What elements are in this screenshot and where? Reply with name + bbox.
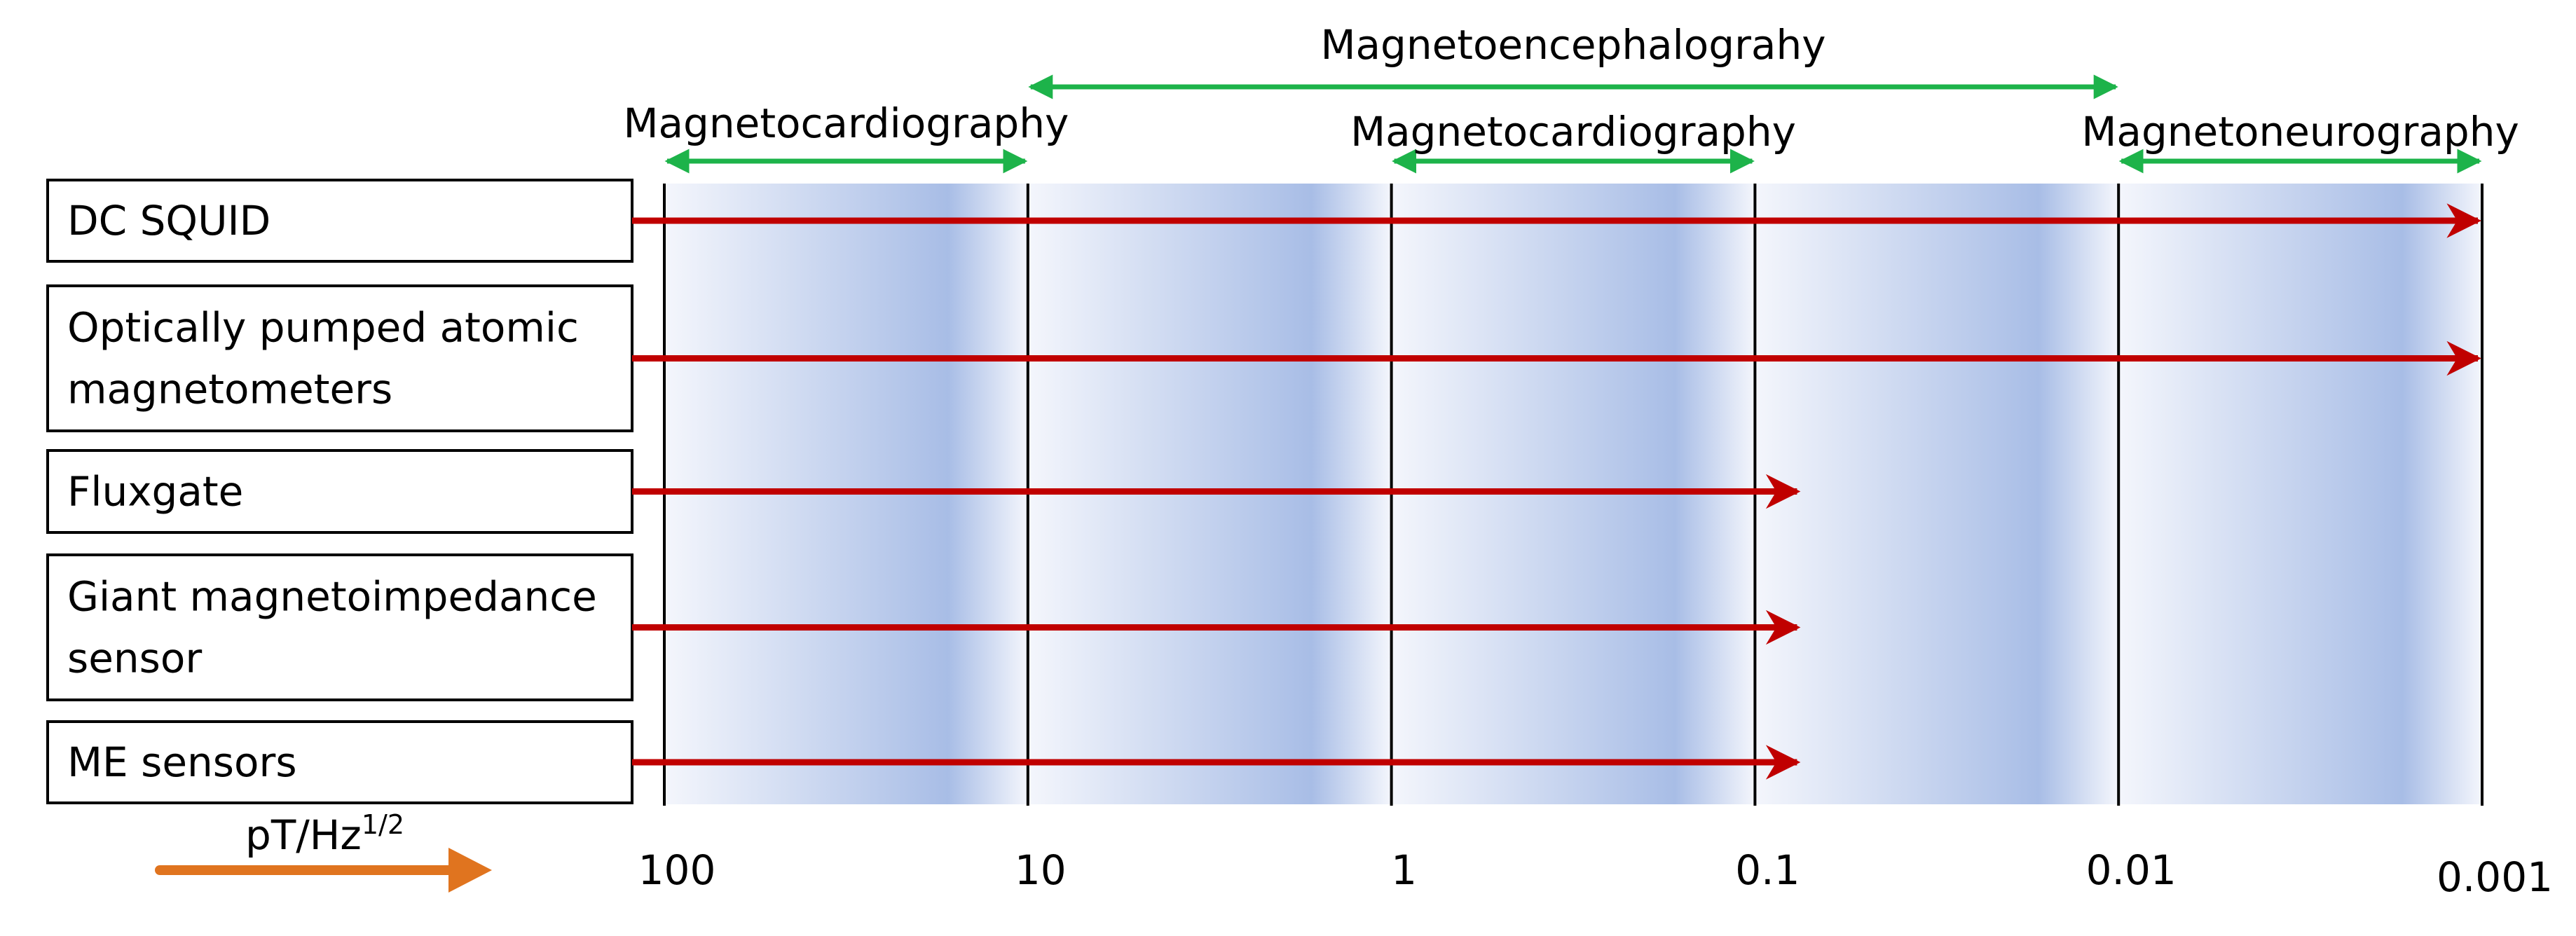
application-range: Magnetoencephalograhy <box>1028 21 2118 99</box>
application-ranges: Magnetoencephalograhy Magnetocardiography… <box>623 21 2519 174</box>
sensor-label: magnetometers <box>67 366 392 413</box>
tick-label: 0.01 <box>2086 846 2177 894</box>
application-range: Magnetoneurography <box>2081 108 2519 174</box>
arrow-head-icon <box>448 848 492 893</box>
sensor-range-arrows <box>632 203 2481 780</box>
application-range: Magnetocardiography <box>1350 108 1796 174</box>
sensor-row: Optically pumped atomic magnetometers <box>46 284 633 432</box>
application-label: Magnetoneurography <box>2081 108 2519 156</box>
tick-label: 100 <box>638 846 716 894</box>
sensor-row: ME sensors <box>46 720 633 804</box>
sensor-row: DC SQUID <box>46 179 633 263</box>
application-label: Magnetocardiography <box>623 99 1069 147</box>
sensor-box <box>46 553 633 701</box>
scale-tick-labels: 100 10 1 0.1 0.01 0.001 <box>638 846 2553 901</box>
sensor-row: Giant magnetoimpedance sensor <box>46 553 633 701</box>
decade-band <box>1755 184 2119 804</box>
unit-label: pT/Hz1/2 <box>245 809 404 859</box>
sensor-label: Optically pumped atomic <box>67 304 579 352</box>
sensor-label: sensor <box>67 635 202 682</box>
tick-label: 1 <box>1391 846 1417 894</box>
sensor-label: Fluxgate <box>67 468 243 516</box>
tick-label: 0.1 <box>1735 846 1800 894</box>
tick-label: 10 <box>1015 846 1067 894</box>
unit-indicator: pT/Hz1/2 <box>155 809 492 893</box>
sensor-label: DC SQUID <box>67 197 270 245</box>
tick-label: 0.001 <box>2437 853 2553 901</box>
sensor-box <box>46 720 633 804</box>
application-range: Magnetocardiography <box>623 99 1069 174</box>
decade-band <box>2118 184 2482 804</box>
sensor-list: DC SQUID Optically pumped atomic magnetome… <box>46 179 633 804</box>
sensor-label: Giant magnetoimpedance <box>67 573 597 621</box>
sensor-row: Fluxgate <box>46 449 633 534</box>
sensor-box <box>46 449 633 534</box>
application-label: Magnetocardiography <box>1350 108 1796 156</box>
application-label: Magnetoencephalograhy <box>1320 21 1825 69</box>
sensor-label: ME sensors <box>67 738 297 786</box>
